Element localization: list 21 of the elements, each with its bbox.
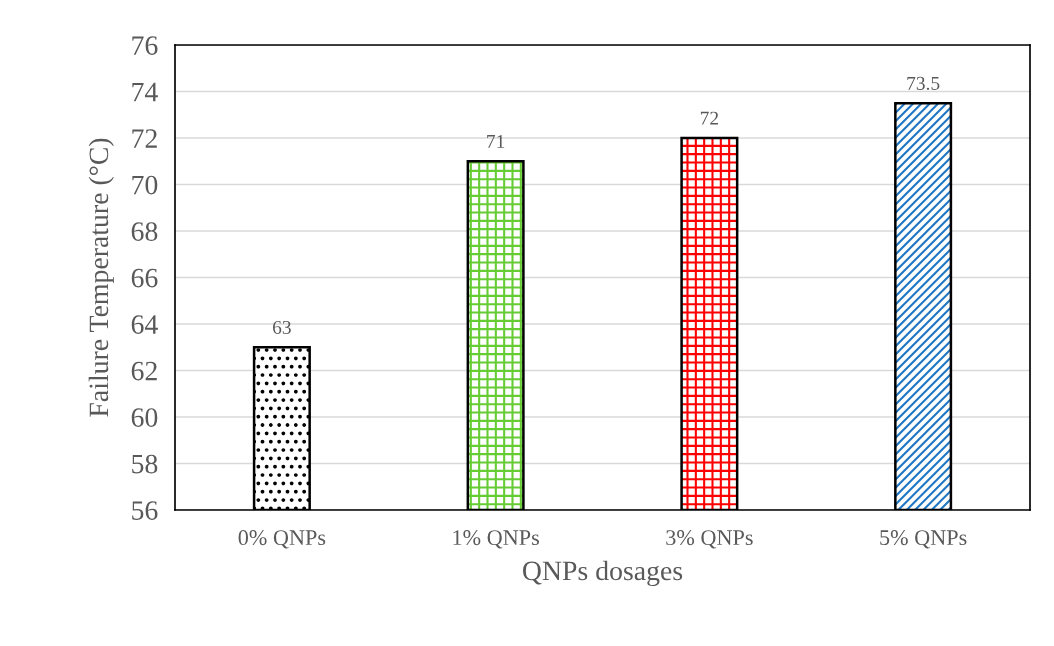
x-tick-label: 1% QNPs [453,530,539,549]
y-tick-label: 60 [131,408,158,427]
y-tick-label: 76 [132,36,158,55]
y-tick-label: 66 [131,268,158,288]
y-tick-label: 74 [132,82,158,102]
data-label: 63 [272,320,291,334]
x-tick-label: 5% QNPs [880,530,967,549]
y-tick-label: 70 [132,175,158,195]
data-label: 73.5 [907,76,940,90]
data-label: 72 [700,111,719,125]
x-tick-label: 0% QNPs [238,530,326,549]
y-axis-title: Failure Temperature (°C) [88,138,114,417]
y-tick-label: 68 [131,222,158,241]
y-tick-label: 62 [131,361,157,381]
y-tick-label: 64 [131,315,158,334]
x-axis-title: QNPs dosages [523,560,683,586]
y-tick-label: 56 [132,501,158,520]
y-tick-label: 58 [132,454,158,474]
x-tick-label: 3% QNPs [666,530,753,549]
data-label: 71 [487,134,505,148]
y-tick-label: 72 [132,129,157,148]
